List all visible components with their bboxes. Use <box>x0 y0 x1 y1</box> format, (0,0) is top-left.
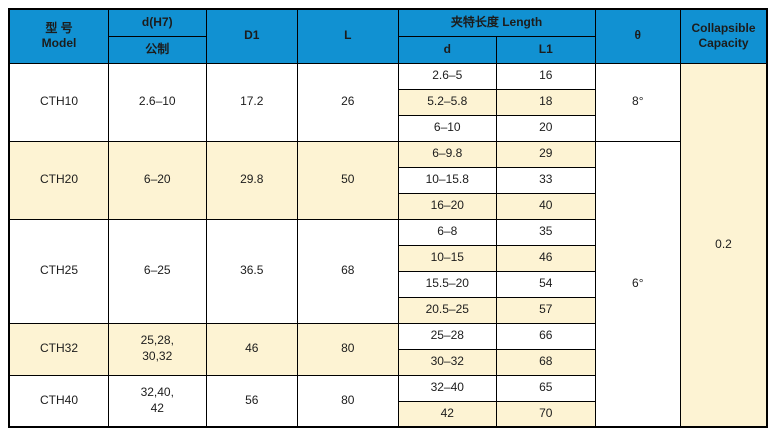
header-d1: D1 <box>205 8 298 64</box>
l-cell: 68 <box>296 218 399 324</box>
theta-cell: 6° <box>594 140 681 428</box>
clamp-l1-cell: 70 <box>496 400 596 428</box>
model-cell: CTH20 <box>8 140 110 220</box>
d-range-cell: 6–20 <box>108 140 207 220</box>
clamp-d-cell: 10–15 <box>397 244 498 272</box>
d1-cell: 56 <box>205 374 298 428</box>
d-range-line1: 32,40, <box>140 385 174 400</box>
collet-spec-table: 型 号 Model d(H7) D1 L 夹特长度 Length θ Colla… <box>8 8 768 428</box>
model-cell: CTH10 <box>8 62 110 142</box>
capacity-cell: 0.2 <box>679 62 768 428</box>
d-range-line2: 42 <box>150 400 164 415</box>
d1-cell: 29.8 <box>205 140 298 220</box>
header-theta: θ <box>594 8 681 64</box>
d-range-line1: 25,28, <box>140 333 174 348</box>
clamp-d-cell: 25–28 <box>397 322 498 350</box>
d-range-cell: 25,28, 30,32 <box>108 322 207 376</box>
clamp-l1-cell: 18 <box>496 88 596 116</box>
clamp-l1-cell: 35 <box>496 218 596 246</box>
d-range-line2: 30,32 <box>142 349 173 363</box>
clamp-d-cell: 6–10 <box>397 114 498 142</box>
model-cell: CTH40 <box>8 374 110 428</box>
clamp-l1-cell: 57 <box>496 296 596 324</box>
l-cell: 80 <box>296 374 399 428</box>
clamp-d-cell: 42 <box>397 400 498 428</box>
header-collapsible-capacity: Collapsible Capacity <box>679 8 768 64</box>
clamp-d-cell: 6–9.8 <box>397 140 498 168</box>
clamp-d-cell: 2.6–5 <box>397 62 498 90</box>
d1-cell: 17.2 <box>205 62 298 142</box>
clamp-d-cell: 5.2–5.8 <box>397 88 498 116</box>
d-range-cell: 32,40, 42 <box>108 374 207 428</box>
clamp-l1-cell: 29 <box>496 140 596 168</box>
header-clamp-length: 夹特长度 Length <box>397 8 596 37</box>
l-cell: 50 <box>296 140 399 220</box>
header-collapsible-line1: Collapsible <box>691 20 756 35</box>
d-range-cell: 6–25 <box>108 218 207 324</box>
header-metric: 公制 <box>108 35 207 64</box>
d1-cell: 36.5 <box>205 218 298 324</box>
model-cell: CTH32 <box>8 322 110 376</box>
clamp-l1-cell: 46 <box>496 244 596 272</box>
clamp-l1-cell: 66 <box>496 322 596 350</box>
header-d-h7: d(H7) <box>108 8 207 37</box>
header-clamp-l1: L1 <box>496 35 596 64</box>
clamp-l1-cell: 40 <box>496 192 596 220</box>
clamp-l1-cell: 33 <box>496 166 596 194</box>
clamp-d-cell: 16–20 <box>397 192 498 220</box>
clamp-d-cell: 32–40 <box>397 374 498 402</box>
clamp-l1-cell: 68 <box>496 348 596 376</box>
l-cell: 80 <box>296 322 399 376</box>
clamp-l1-cell: 65 <box>496 374 596 402</box>
d1-cell: 46 <box>205 322 298 376</box>
clamp-l1-cell: 16 <box>496 62 596 90</box>
header-model: 型 号 Model <box>8 8 110 64</box>
theta-cell: 8° <box>594 62 681 142</box>
header-clamp-d: d <box>397 35 498 64</box>
d-range-cell: 2.6–10 <box>108 62 207 142</box>
header-model-zh: 型 号 <box>45 20 73 35</box>
header-l: L <box>296 8 399 64</box>
clamp-d-cell: 15.5–20 <box>397 270 498 298</box>
clamp-d-cell: 10–15.8 <box>397 166 498 194</box>
header-collapsible-line2: Capacity <box>698 36 749 51</box>
clamp-d-cell: 30–32 <box>397 348 498 376</box>
l-cell: 26 <box>296 62 399 142</box>
clamp-d-cell: 20.5–25 <box>397 296 498 324</box>
clamp-d-cell: 6–8 <box>397 218 498 246</box>
clamp-l1-cell: 20 <box>496 114 596 142</box>
model-cell: CTH25 <box>8 218 110 324</box>
header-model-en: Model <box>41 36 77 51</box>
clamp-l1-cell: 54 <box>496 270 596 298</box>
